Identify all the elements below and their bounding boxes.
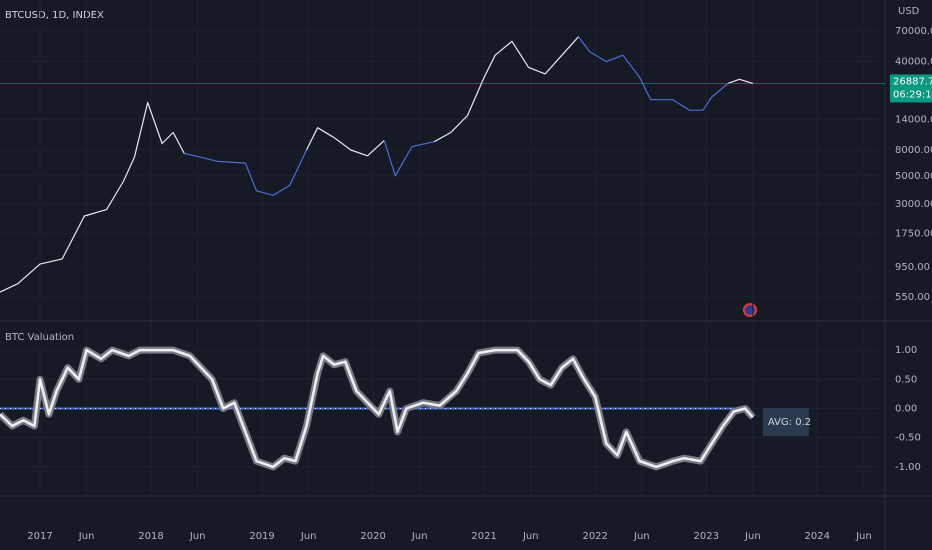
x-tick-label: Jun	[189, 531, 206, 542]
event-icon[interactable]	[743, 303, 757, 317]
y-tick-label: 0.50	[895, 374, 917, 385]
y-tick-label: 40000.00	[895, 57, 932, 68]
y-tick-label: 1.00	[895, 345, 917, 356]
y-tick-label: 0.00	[895, 404, 917, 415]
last-price-label: 26887.78	[893, 76, 932, 87]
x-tick-label: 2021	[471, 531, 496, 542]
x-tick-label: Jun	[633, 531, 650, 542]
avg-box	[762, 408, 809, 436]
x-tick-label: 2024	[805, 531, 830, 542]
x-tick-label: 2018	[138, 531, 163, 542]
currency-label: USD	[898, 6, 920, 17]
y-tick-label: -1.00	[895, 462, 921, 473]
x-tick-label: Jun	[744, 531, 761, 542]
x-tick-label: 2019	[249, 531, 274, 542]
series-line	[0, 348, 754, 469]
x-tick-label: Jun	[300, 531, 317, 542]
y-tick-label: 3000.00	[895, 199, 932, 210]
y-tick-label: 14000.00	[895, 114, 932, 125]
series-line	[0, 36, 754, 293]
x-tick-label: 2020	[360, 531, 385, 542]
x-tick-label: 2023	[693, 531, 718, 542]
y-tick-label: 550.00	[895, 292, 930, 303]
symbol-title: BTCUSD, 1D, INDEX	[5, 10, 104, 21]
y-tick-label: 5000.00	[895, 171, 932, 182]
x-tick-label: Jun	[522, 531, 539, 542]
x-tick-label: 2022	[582, 531, 607, 542]
y-tick-label: 950.00	[895, 262, 930, 273]
countdown-label: 06:29:13	[893, 89, 932, 100]
x-tick-label: 2017	[27, 531, 52, 542]
series-line	[184, 36, 729, 196]
last-price-box	[890, 74, 932, 103]
y-tick-label: 1750.00	[895, 228, 932, 239]
y-tick-label: 70000.00	[895, 26, 932, 37]
y-tick-label: 8000.00	[895, 145, 932, 156]
avg-label: AVG: 0.2	[768, 417, 811, 428]
y-tick-label: -0.50	[895, 433, 921, 444]
x-tick-label: Jun	[411, 531, 428, 542]
x-tick-label: Jun	[855, 531, 872, 542]
x-tick-label: Jun	[78, 531, 95, 542]
